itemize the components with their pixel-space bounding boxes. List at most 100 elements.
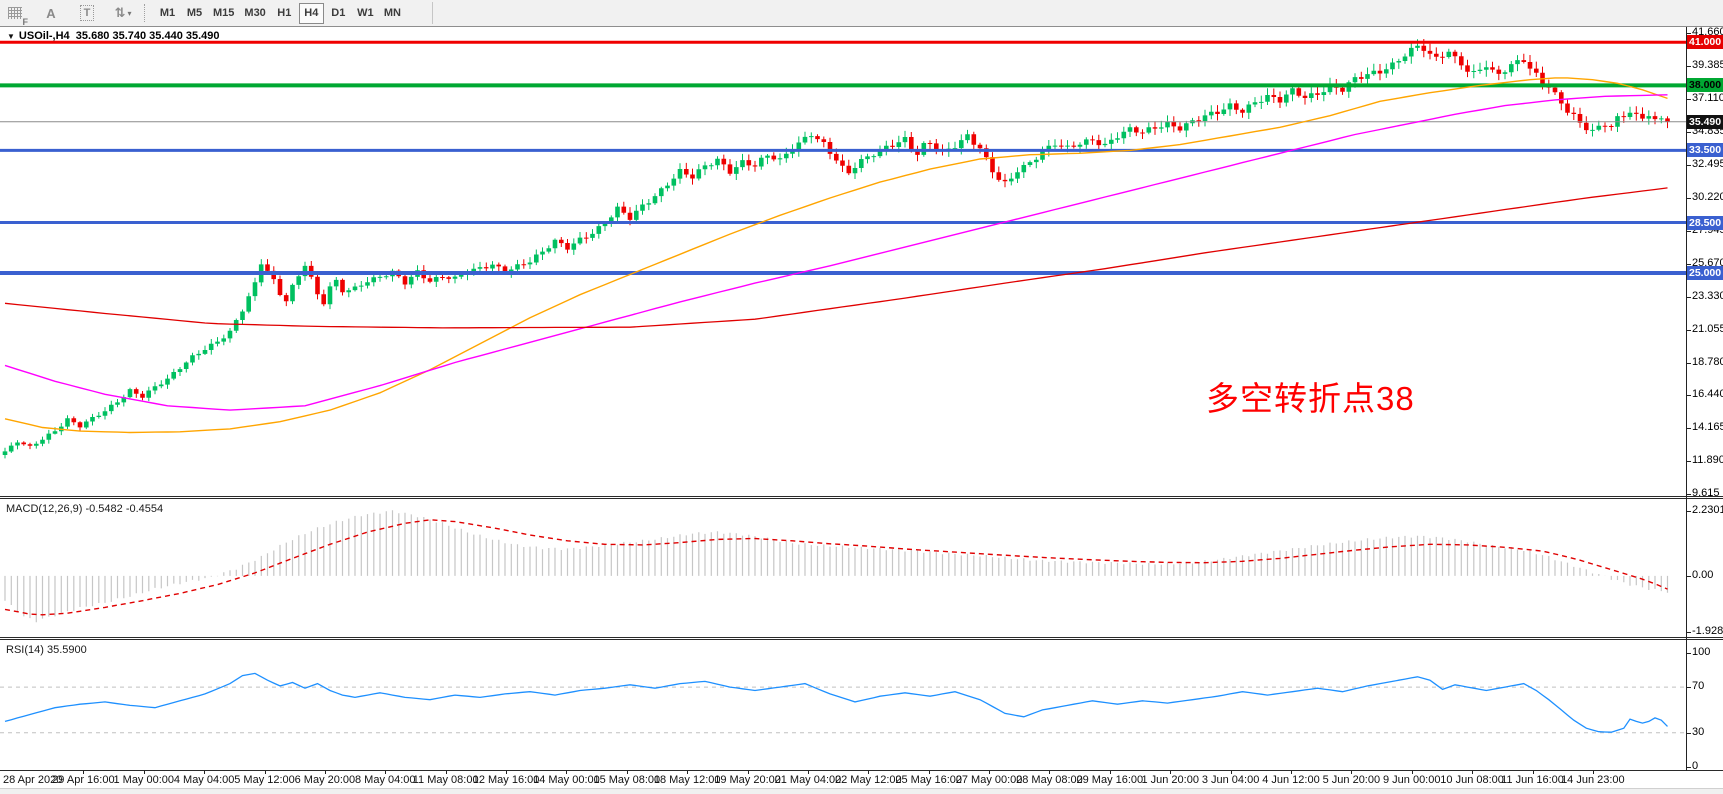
price-axis-label: 21.055: [1692, 322, 1723, 335]
price-axis-label: 32.495: [1692, 157, 1723, 170]
time-axis-label: 29 Apr 16:00: [52, 774, 115, 786]
time-axis-label: 12 May 16:00: [472, 774, 540, 786]
chart-symbol-period: USOil-,H4: [18, 30, 70, 42]
rsi-panel[interactable]: RSI(14) 35.5900 100 70 30 0: [0, 639, 1723, 773]
timeframe-mn-button[interactable]: MN: [380, 3, 405, 24]
time-axis[interactable]: 28 Apr 2020 29 Apr 16:00 1 May 00:00 4 May …: [0, 771, 1723, 788]
timeframe-h1-button[interactable]: H1: [272, 3, 297, 24]
ma-medium-magenta-line[interactable]: [4, 94, 1668, 411]
bear-candle-bodies: [21, 45, 1670, 446]
time-axis-tick: [687, 771, 689, 774]
time-axis-label: 3 Jun 04:00: [1201, 774, 1260, 786]
macd-histogram-bars: [4, 510, 1669, 623]
timeframe-m5-button[interactable]: M5: [182, 3, 207, 24]
fibonacci-f-glyph: F: [22, 17, 29, 27]
price-axis-tick: [1686, 164, 1691, 166]
timeframe-w1-button[interactable]: W1: [353, 3, 378, 24]
main-chart-panel[interactable]: ▼ USOil-,H4 35.680 35.740 35.440 35.490 多…: [0, 26, 1723, 500]
time-axis-tick: [1049, 771, 1051, 774]
timeframe-d1-button[interactable]: D1: [326, 3, 351, 24]
price-axis-label: 30.220: [1692, 190, 1723, 203]
time-axis-tick: [747, 771, 749, 774]
text-label-tool-icon[interactable]: T: [76, 2, 98, 24]
time-axis-tick: [204, 771, 206, 774]
time-axis-label: 15 May 08:00: [593, 774, 661, 786]
price-line-badge-35.490: 35.490: [1687, 114, 1723, 129]
time-axis-label: 10 Jun 08:00: [1440, 774, 1504, 786]
macd-panel[interactable]: MACD(12,26,9) -0.5482 -0.4554 2.2301 0.00…: [0, 498, 1723, 638]
time-axis-tick: [1230, 771, 1232, 774]
text-tool-icon[interactable]: A: [46, 5, 56, 21]
price-axis-tick: [1686, 230, 1691, 232]
time-axis-label: 19 May 20:00: [714, 774, 781, 786]
rsi-axis-tick: [1686, 732, 1691, 734]
price-line-badge-28.500: 28.500: [1687, 215, 1723, 230]
timeframe-m1-button[interactable]: M1: [155, 3, 180, 24]
price-axis-label: 14.165: [1692, 421, 1723, 434]
timeframe-h4-button[interactable]: H4: [298, 2, 324, 24]
rsi-axis-label: 100: [1692, 645, 1711, 658]
macd-signal-line: [4, 519, 1668, 616]
time-axis-label: 4 Jun 12:00: [1262, 774, 1320, 786]
macd-axis-tick: [1686, 632, 1691, 634]
fibonacci-retracement-icon[interactable]: F: [4, 2, 29, 27]
rsi-plot[interactable]: [0, 641, 1686, 771]
price-axis-tick: [1686, 263, 1691, 265]
time-axis-label: 14 May 00:00: [533, 774, 600, 786]
chart-annotation-text[interactable]: 多空转折点38: [1206, 380, 1415, 417]
price-axis-tick: [1686, 197, 1691, 199]
time-axis-label: 6 May 20:00: [294, 774, 356, 786]
rsi-axis-tick: [1686, 687, 1691, 689]
toolbar: F A T ⇅ ▾ M1 M5 M15 M30 H1 H4 D1 W1 MN: [0, 0, 1723, 27]
price-axis-label: 18.780: [1692, 355, 1723, 368]
rsi-axis-label: 70: [1692, 680, 1705, 693]
ma-slow-red-line[interactable]: [4, 187, 1668, 329]
time-axis-tick: [1532, 771, 1534, 774]
candlestick-plot[interactable]: [0, 27, 1686, 496]
macd-axis-tick: [1686, 510, 1691, 512]
timeframe-m30-button[interactable]: M30: [240, 3, 269, 24]
price-axis-label: 11.890: [1692, 454, 1723, 467]
rsi-axis-tick: [1686, 652, 1691, 654]
macd-axis-label: 0.00: [1692, 568, 1714, 581]
price-axis-tick: [1686, 461, 1691, 463]
time-axis-label: 18 May 12:00: [653, 774, 721, 786]
time-axis-tick: [626, 771, 628, 774]
time-axis-tick: [1472, 771, 1474, 774]
price-axis-label: 23.330: [1692, 289, 1723, 302]
price-axis-tick: [1686, 362, 1691, 364]
time-axis-tick: [1170, 771, 1172, 774]
time-axis-tick: [445, 771, 447, 774]
ma-fast-orange-line[interactable]: [4, 77, 1668, 434]
chart-title-dropdown-icon[interactable]: ▼: [7, 32, 15, 41]
macd-indicator-label: MACD(12,26,9) -0.5482 -0.4554: [6, 503, 164, 515]
arrows-tool-icon[interactable]: ⇅ ▾: [114, 5, 132, 20]
price-axis-tick: [1686, 296, 1691, 298]
time-axis-label: 21 May 04:00: [774, 774, 842, 786]
macd-axis-label: 2.2301: [1692, 503, 1723, 516]
price-axis-tick: [1686, 65, 1691, 67]
drawing-tools-group: F A T ⇅ ▾: [0, 2, 134, 27]
chart-title[interactable]: ▼ USOil-,H4 35.680 35.740 35.440 35.490: [7, 30, 220, 42]
price-line-badge-41.000: 41.000: [1687, 35, 1723, 50]
rsi-axis-label: 0: [1692, 760, 1699, 773]
time-axis-tick: [264, 771, 266, 774]
time-axis-tick: [1109, 771, 1111, 774]
time-axis-tick: [506, 771, 508, 774]
price-axis-label: 9.615: [1692, 487, 1720, 500]
timeframe-m15-button[interactable]: M15: [209, 3, 238, 24]
price-axis-label: 25.670: [1692, 256, 1723, 269]
time-axis-tick: [807, 771, 809, 774]
price-axis-border: [1686, 27, 1687, 771]
price-axis-tick: [1686, 494, 1691, 496]
price-axis-label: 37.110: [1692, 91, 1723, 104]
rsi-axis-tick: [1686, 767, 1691, 769]
price-axis-label: 39.385: [1692, 58, 1723, 71]
price-axis-tick: [1686, 98, 1691, 100]
time-axis-label: 22 May 12:00: [834, 774, 902, 786]
time-axis-tick: [143, 771, 145, 774]
macd-plot[interactable]: [0, 500, 1686, 638]
macd-axis-tick: [1686, 575, 1691, 577]
time-axis-label: 1 May 00:00: [113, 774, 175, 786]
arrows-dropdown-icon[interactable]: ▾: [127, 8, 132, 18]
